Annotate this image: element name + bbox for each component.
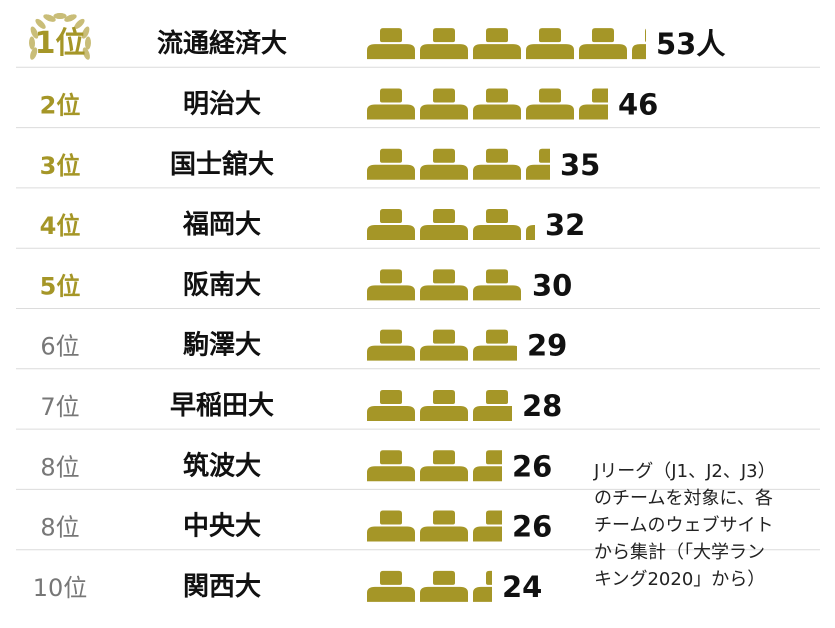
partial-person-icon bbox=[632, 28, 646, 60]
person-icon bbox=[579, 28, 627, 60]
partial-person-icon bbox=[473, 329, 517, 361]
chart-row: 6位 駒澤大 29 bbox=[16, 308, 820, 363]
data-label: 29 bbox=[527, 329, 567, 363]
tick-label: 国士舘大 bbox=[170, 149, 274, 180]
person-icon bbox=[367, 570, 415, 602]
person-icon bbox=[526, 88, 574, 120]
source-note: Jリーグ（J1、J2、J3） のチームを対象に、各 チームのウェブサイト から集… bbox=[594, 461, 776, 590]
data-label: 30 bbox=[532, 268, 572, 302]
chart-row: 4位 福岡大 32 bbox=[16, 187, 820, 242]
tick-label: 中央大 bbox=[183, 512, 261, 542]
laurel-leaf bbox=[84, 36, 91, 50]
person-icon bbox=[420, 209, 468, 241]
person-icon bbox=[367, 450, 415, 482]
data-label: 24 bbox=[502, 570, 542, 604]
laurel-leaf bbox=[64, 14, 77, 22]
chart-row: 8位 筑波大 26 bbox=[16, 428, 820, 483]
person-icon bbox=[420, 329, 468, 361]
rank-label: 10位 bbox=[33, 574, 88, 602]
partial-person-icon bbox=[526, 148, 550, 180]
laurel-wreath-icon bbox=[29, 13, 91, 60]
partial-person-icon bbox=[526, 225, 535, 241]
partial-person-icon bbox=[473, 510, 502, 542]
person-icon bbox=[367, 510, 415, 542]
tick-label: 福岡大 bbox=[182, 210, 261, 240]
laurel-leaf bbox=[35, 18, 46, 29]
laurel-leaf bbox=[82, 47, 90, 60]
person-icon bbox=[420, 28, 468, 60]
person-icon bbox=[420, 389, 468, 421]
chart-row: 10位 関西大 24 bbox=[16, 549, 820, 604]
laurel-leaf bbox=[30, 47, 38, 60]
rank-label: 2位 bbox=[40, 91, 81, 119]
laurel-leaf bbox=[29, 36, 36, 50]
chart-row: 3位 国士舘大 35 bbox=[16, 127, 820, 182]
person-icon bbox=[367, 269, 415, 301]
data-label: 32 bbox=[545, 208, 585, 242]
person-icon bbox=[367, 88, 415, 120]
partial-person-icon bbox=[473, 570, 492, 602]
chart-row: 2位 明治大 46 bbox=[16, 66, 820, 121]
tick-label: 関西大 bbox=[183, 572, 261, 602]
person-icon bbox=[420, 450, 468, 482]
laurel-leaf bbox=[53, 13, 67, 19]
chart-row: 1位 流通経済大 53人 bbox=[35, 26, 726, 61]
rank-label: 1位 bbox=[35, 26, 86, 61]
person-icon bbox=[367, 148, 415, 180]
laurel-leaf bbox=[30, 26, 39, 39]
rank-label: 5位 bbox=[40, 272, 81, 300]
person-icon bbox=[473, 28, 521, 60]
data-label: 35 bbox=[560, 148, 600, 182]
person-icon bbox=[367, 329, 415, 361]
rank-label: 6位 bbox=[40, 333, 79, 361]
rank-label: 4位 bbox=[40, 212, 81, 240]
tick-label: 駒澤大 bbox=[183, 331, 261, 361]
person-icon bbox=[420, 570, 468, 602]
laurel-leaf bbox=[81, 26, 90, 39]
tick-label: 阪南大 bbox=[183, 270, 261, 300]
tick-label: 筑波大 bbox=[183, 450, 261, 481]
rank-label: 8位 bbox=[40, 453, 79, 481]
laurel-leaf bbox=[43, 14, 56, 22]
person-icon bbox=[367, 389, 415, 421]
person-icon bbox=[526, 28, 574, 60]
chart-row: 7位 早稲田大 28 bbox=[16, 368, 820, 423]
tick-label: 早稲田大 bbox=[170, 391, 274, 421]
person-icon bbox=[367, 28, 415, 60]
person-icon bbox=[473, 88, 521, 120]
partial-person-icon bbox=[473, 450, 502, 482]
chart-row: 8位 中央大 26 bbox=[16, 488, 820, 544]
tick-label: 明治大 bbox=[183, 89, 261, 119]
data-label: 28 bbox=[522, 389, 562, 423]
rank-label: 3位 bbox=[40, 152, 81, 180]
data-label: 26 bbox=[512, 449, 552, 483]
person-icon bbox=[420, 510, 468, 542]
person-icon bbox=[420, 148, 468, 180]
laurel-leaf bbox=[74, 18, 85, 29]
person-icon bbox=[473, 269, 521, 301]
data-label: 26 bbox=[512, 510, 552, 544]
rank-label: 7位 bbox=[40, 393, 79, 421]
partial-person-icon bbox=[473, 389, 512, 421]
person-icon bbox=[420, 88, 468, 120]
rank-label: 8位 bbox=[40, 514, 79, 542]
person-icon bbox=[473, 209, 521, 241]
data-label: 53人 bbox=[656, 27, 725, 61]
data-label: 46 bbox=[618, 87, 658, 121]
person-icon bbox=[473, 148, 521, 180]
person-icon bbox=[420, 269, 468, 301]
partial-person-icon bbox=[579, 88, 608, 120]
tick-label: 流通経済大 bbox=[157, 28, 287, 59]
chart-row: 5位 阪南大 30 bbox=[16, 247, 820, 302]
person-icon bbox=[367, 209, 415, 241]
